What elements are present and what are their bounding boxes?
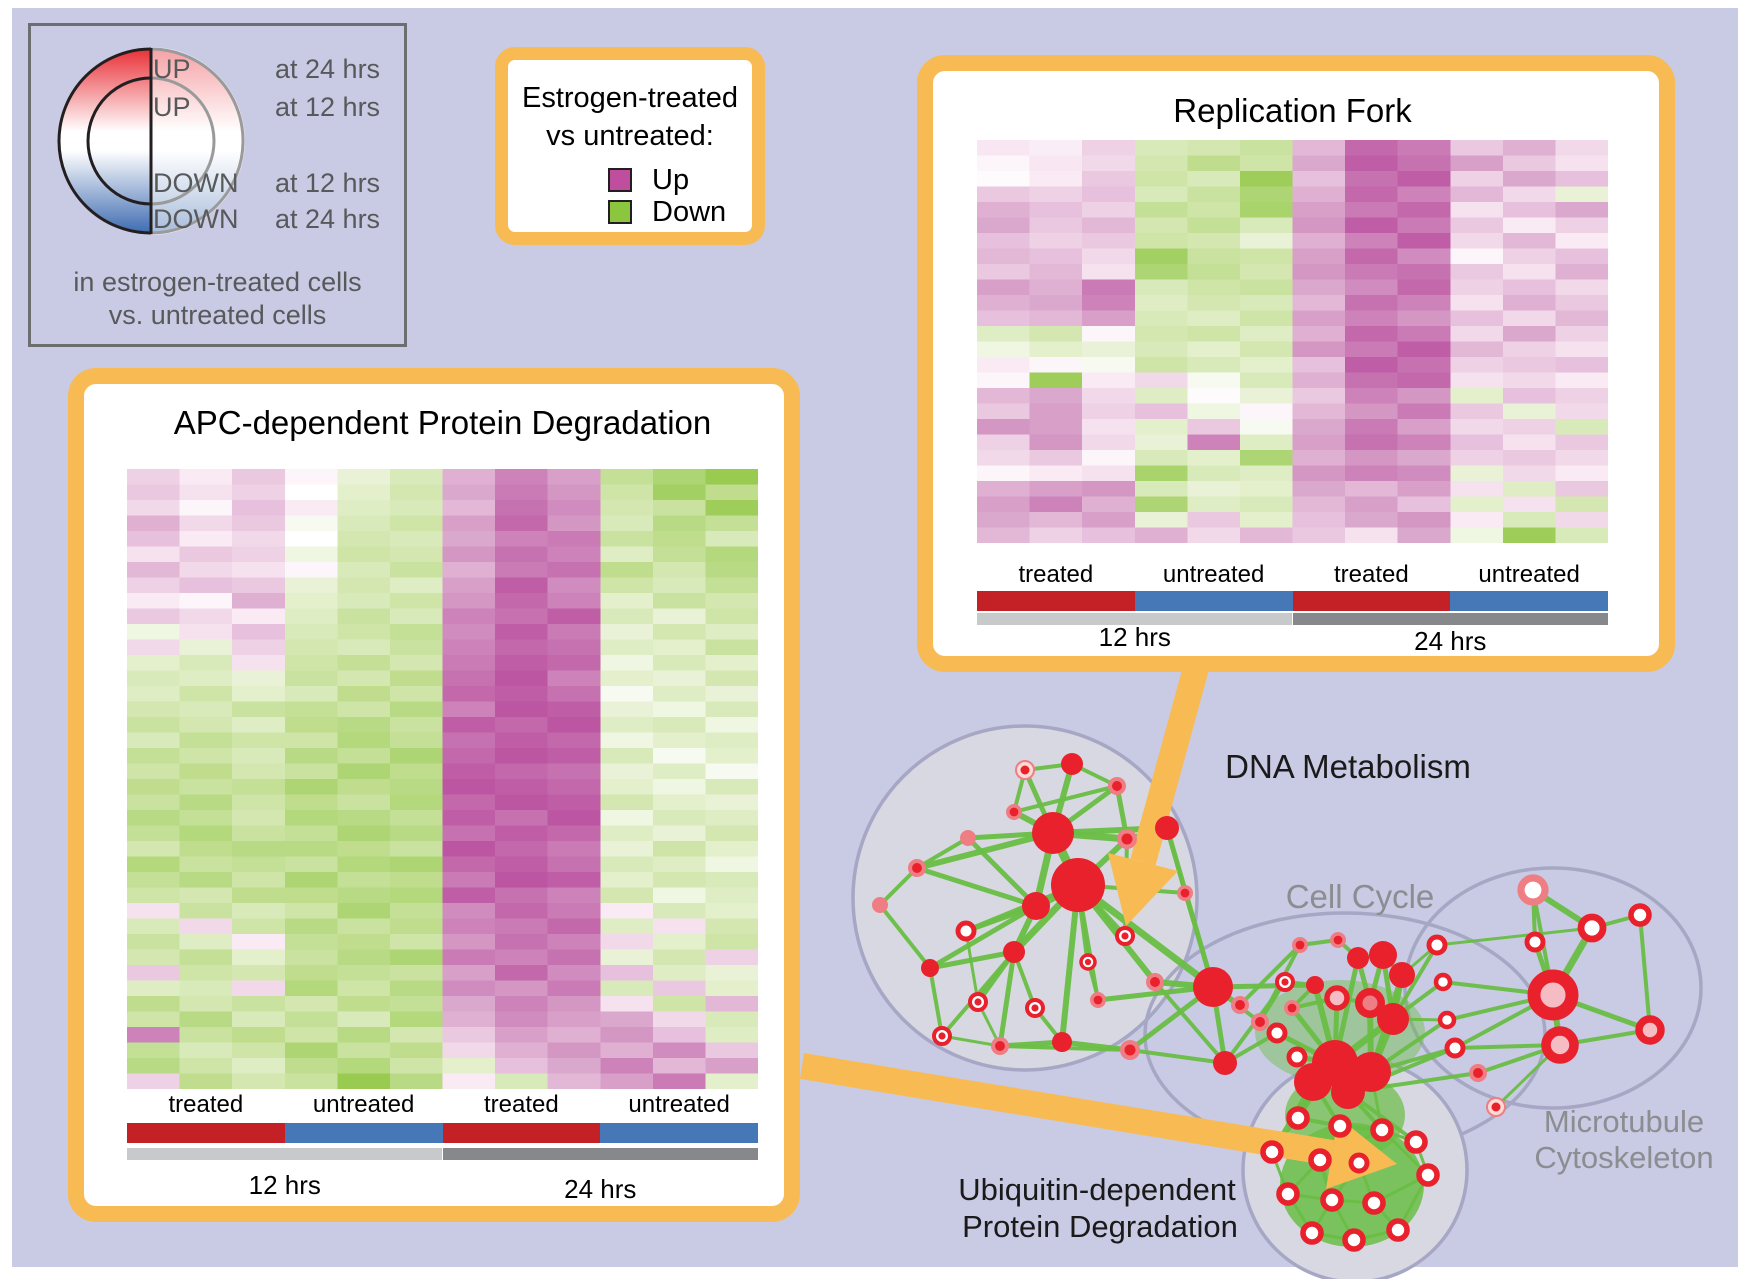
apc-group-label: untreated	[312, 1091, 415, 1118]
updown-legend-box	[28, 23, 407, 347]
estrogen-legend-item-label: Down	[652, 196, 727, 228]
apc-time-label: 24 hrs	[564, 1174, 637, 1204]
updown-footer-line1: in estrogen-treated cells	[73, 267, 362, 297]
rf-condition-bar	[977, 591, 1135, 611]
updown-direction-label: UP	[153, 92, 191, 122]
rf-condition-bar	[1292, 591, 1451, 611]
apc-time-label: 12 hrs	[248, 1170, 321, 1200]
estrogen-legend-item-label: Up	[652, 164, 690, 196]
cell-cycle-label: Cell Cycle	[1285, 878, 1435, 915]
updown-time-label: at 24 hrs	[275, 54, 381, 84]
ubiquitin-label-line2: Protein Degradation	[962, 1209, 1238, 1244]
apc-time-bar	[442, 1148, 758, 1160]
rf-time-label: 24 hrs	[1414, 626, 1487, 656]
microtubule-label-line1: Microtubule	[1543, 1104, 1705, 1139]
updown-direction-label: DOWN	[153, 204, 239, 234]
apc-group-label: treated	[168, 1091, 244, 1118]
apc-condition-bar	[442, 1123, 601, 1143]
apc-group-label: treated	[484, 1091, 559, 1118]
rf-condition-bar	[1134, 591, 1293, 611]
updown-direction-label: UP	[153, 54, 191, 84]
rf-group-label: treated	[1334, 561, 1409, 588]
microtubule-label-line2: Cytoskeleton	[1534, 1140, 1714, 1175]
apc-panel-title: APC-dependent Protein Degradation	[173, 404, 712, 441]
dna-metabolism-label: DNA Metabolism	[1225, 748, 1471, 785]
updown-direction-label: DOWN	[153, 168, 239, 198]
ubiquitin-label-line1: Ubiquitin-dependent	[958, 1172, 1236, 1207]
rf-time-bar	[1292, 613, 1608, 625]
rf-time-label: 12 hrs	[1098, 622, 1171, 652]
rf-group-label: untreated	[1162, 561, 1265, 588]
rf-condition-bar	[1450, 591, 1608, 611]
estrogen-legend-title-line2: vs untreated:	[546, 120, 714, 152]
updown-time-label: at 12 hrs	[275, 168, 381, 198]
rf-group-label: treated	[1018, 561, 1094, 588]
apc-time-bar	[127, 1148, 442, 1160]
apc-condition-bar	[284, 1123, 443, 1143]
replication-fork-title: Replication Fork	[1173, 92, 1412, 129]
rf-time-bar	[977, 613, 1292, 625]
updown-time-label: at 12 hrs	[275, 92, 381, 122]
apc-condition-bar	[600, 1123, 758, 1143]
estrogen-legend-swatch	[608, 200, 632, 224]
estrogen-legend-swatch	[608, 168, 632, 192]
rf-group-label: untreated	[1478, 561, 1580, 588]
updown-time-label: at 24 hrs	[275, 204, 381, 234]
estrogen-legend-title-line1: Estrogen-treated	[521, 82, 738, 114]
apc-group-label: untreated	[628, 1091, 730, 1118]
apc-condition-bar	[127, 1123, 285, 1143]
updown-footer-line2: vs. untreated cells	[108, 300, 327, 330]
